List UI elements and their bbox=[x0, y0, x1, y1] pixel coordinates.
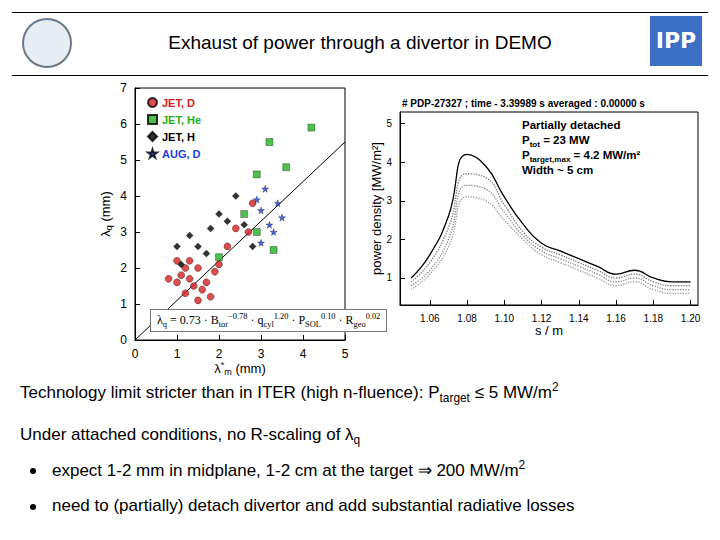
svg-text:1.14: 1.14 bbox=[569, 313, 589, 324]
svg-text:AUG, D: AUG, D bbox=[162, 148, 201, 160]
html-text:Ptarget,max= 4.2 MW/m²: Ptarget,max= 4.2 MW/m² bbox=[522, 149, 641, 165]
html-text:Width ~ 5 cm: Width ~ 5 cm bbox=[522, 164, 594, 176]
svg-text:JET, H: JET, H bbox=[162, 131, 195, 143]
svg-text:(mm): (mm) bbox=[232, 361, 266, 376]
svg-text:2: 2 bbox=[216, 347, 223, 361]
html-text:Ptot= 23 MW: Ptot= 23 MW bbox=[522, 134, 590, 150]
html-text:expect 1-2 mm in midplane, 1-2: expect 1-2 mm in midplane, 1-2 cm at the… bbox=[52, 458, 526, 480]
svg-text:4: 4 bbox=[300, 347, 307, 361]
svg-text:7: 7 bbox=[120, 81, 127, 95]
svg-text:1.08: 1.08 bbox=[457, 313, 477, 324]
svg-text:q: q bbox=[103, 225, 114, 231]
svg-text:3: 3 bbox=[386, 195, 392, 206]
svg-text:1: 1 bbox=[174, 347, 181, 361]
svg-text:3: 3 bbox=[258, 347, 265, 361]
html-text:0.02: 0.02 bbox=[365, 312, 381, 321]
svg-text:2: 2 bbox=[386, 234, 392, 245]
svg-text:JET, He: JET, He bbox=[162, 114, 201, 126]
html-text:λ*: λ* bbox=[214, 360, 225, 377]
svg-text:4: 4 bbox=[386, 157, 392, 168]
svg-text:m: m bbox=[224, 367, 232, 377]
svg-text:3: 3 bbox=[120, 225, 127, 239]
svg-text:1.06: 1.06 bbox=[420, 313, 440, 324]
svg-text:(mm): (mm) bbox=[98, 191, 113, 225]
svg-text:5: 5 bbox=[342, 347, 349, 361]
svg-text:1.12: 1.12 bbox=[532, 313, 552, 324]
svg-text:1.16: 1.16 bbox=[606, 313, 626, 324]
html-text:Exhaust of power through a div: Exhaust of power through a divertor in D… bbox=[168, 32, 552, 53]
svg-text:6: 6 bbox=[120, 117, 127, 131]
svg-text:1.18: 1.18 bbox=[644, 313, 664, 324]
svg-text:1.10: 1.10 bbox=[495, 313, 515, 324]
html-text:need to (partially) detach div: need to (partially) detach divertor and … bbox=[52, 496, 575, 515]
svg-text:4: 4 bbox=[120, 189, 127, 203]
html-text:IPP: IPP bbox=[655, 28, 697, 53]
html-text:−0.78· qcyl: −0.78· qcyl bbox=[228, 312, 274, 330]
html-text:1.20· PSOL: 1.20· PSOL bbox=[273, 312, 321, 330]
html-text:Technology limit stricter than: Technology limit stricter than in ITER (… bbox=[20, 380, 559, 406]
svg-text:5: 5 bbox=[386, 118, 392, 129]
svg-text:0: 0 bbox=[120, 333, 127, 347]
svg-text:power density [MW/m²]: power density [MW/m²] bbox=[369, 142, 384, 275]
svg-text:λ: λ bbox=[97, 230, 113, 237]
svg-text:5: 5 bbox=[120, 153, 127, 167]
svg-text:s / m: s / m bbox=[535, 323, 563, 338]
svg-text:1: 1 bbox=[386, 272, 392, 283]
html-text:Under attached conditions, no: Under attached conditions, no R-scaling … bbox=[20, 425, 361, 448]
svg-text:2: 2 bbox=[120, 261, 127, 275]
html-text:# PDP-27327 ; time - 3.39989 s: # PDP-27327 ; time - 3.39989 s averaged … bbox=[402, 98, 645, 109]
svg-text:1: 1 bbox=[120, 297, 127, 311]
svg-text:1.20: 1.20 bbox=[681, 313, 701, 324]
html-text:Partially detached: Partially detached bbox=[522, 119, 621, 131]
svg-text:0: 0 bbox=[132, 347, 139, 361]
html-text:0.10· Rgeo: 0.10· Rgeo bbox=[320, 312, 366, 330]
svg-text:JET, D: JET, D bbox=[162, 97, 195, 109]
html-text:λq= 0.73 · Btor: λq= 0.73 · Btor bbox=[157, 313, 229, 330]
